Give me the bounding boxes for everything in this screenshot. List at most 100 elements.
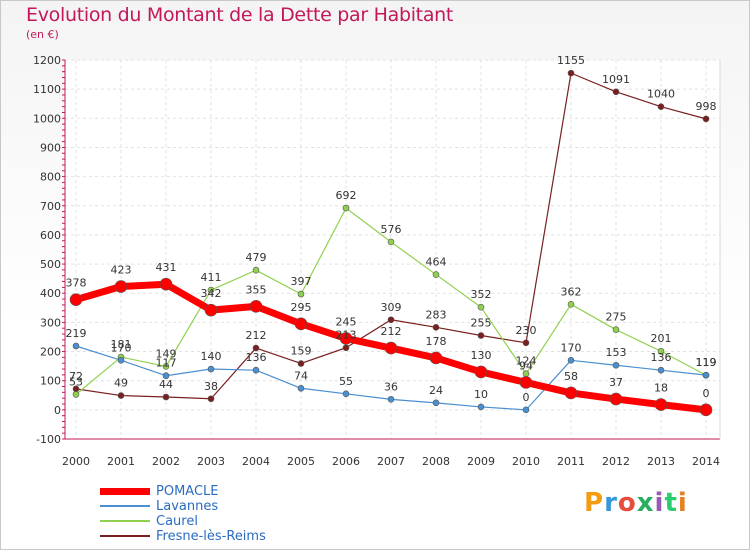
- data-point-pomacle: [114, 280, 128, 293]
- data-label-caurel: 464: [426, 256, 447, 269]
- data-label-caurel: 119: [696, 356, 717, 369]
- data-point-fresne-les-reims: [387, 316, 395, 324]
- data-label-fresne-les-reims: 998: [696, 100, 717, 113]
- data-point-lavannes: [432, 399, 440, 407]
- data-label-caurel: 149: [156, 347, 177, 360]
- data-point-fresne-les-reims: [567, 69, 575, 77]
- y-tick-label: 900: [40, 141, 61, 154]
- data-point-pomacle: [564, 386, 578, 400]
- data-label-pomacle: 18: [654, 382, 668, 395]
- x-tick-label: 2004: [242, 455, 270, 468]
- data-point-pomacle: [429, 351, 443, 365]
- data-point-pomacle: [609, 392, 623, 406]
- data-label-caurel: 124: [516, 355, 537, 368]
- data-point-caurel: [252, 266, 260, 274]
- x-tick-label: 2002: [152, 455, 180, 468]
- data-label-lavannes: 10: [474, 388, 488, 401]
- data-point-caurel: [567, 301, 575, 308]
- logo-letter: o: [617, 488, 637, 518]
- data-label-lavannes: 55: [339, 375, 353, 388]
- data-label-pomacle: 0: [703, 387, 710, 400]
- x-tick-label: 2000: [62, 455, 90, 468]
- legend-label-caurel: Caurel: [156, 514, 198, 529]
- data-label-pomacle: 355: [246, 283, 267, 296]
- data-point-lavannes: [342, 390, 350, 398]
- data-point-lavannes: [117, 356, 125, 364]
- y-tick-label: 1200: [33, 54, 61, 67]
- data-point-lavannes: [657, 366, 665, 374]
- legend-swatch-caurel: [100, 520, 150, 522]
- data-point-pomacle: [339, 332, 353, 345]
- x-tick-label: 2010: [512, 455, 540, 468]
- data-label-pomacle: 37: [609, 376, 623, 389]
- data-label-pomacle: 295: [291, 301, 312, 314]
- x-tick-label: 2005: [287, 455, 315, 468]
- x-tick-label: 2014: [692, 455, 720, 468]
- data-point-lavannes: [702, 371, 710, 379]
- data-point-fresne-les-reims: [342, 344, 350, 352]
- data-label-lavannes: 24: [429, 384, 443, 397]
- data-point-caurel: [342, 204, 350, 212]
- x-tick-label: 2008: [422, 455, 450, 468]
- data-label-caurel: 479: [246, 251, 267, 264]
- data-label-caurel: 411: [201, 271, 222, 284]
- data-point-pomacle: [384, 341, 398, 355]
- data-label-lavannes: 119: [696, 356, 717, 369]
- data-point-caurel: [612, 326, 620, 333]
- legend-swatch-fresne-les-reims: [100, 535, 150, 537]
- data-point-caurel: [297, 290, 305, 298]
- y-tick-label: 300: [40, 316, 61, 329]
- data-label-fresne-les-reims: 38: [204, 380, 218, 393]
- proxiti-logo: Proxiti: [584, 488, 688, 518]
- data-point-pomacle: [204, 303, 218, 317]
- data-label-lavannes: 136: [246, 351, 267, 364]
- data-point-lavannes: [522, 406, 530, 414]
- data-point-lavannes: [252, 366, 260, 374]
- data-point-lavannes: [72, 342, 80, 350]
- data-point-caurel: [657, 347, 665, 355]
- data-label-lavannes: 0: [523, 391, 530, 404]
- legend-swatch-pomacle: [100, 488, 150, 495]
- data-label-fresne-les-reims: 212: [246, 329, 267, 342]
- data-point-caurel: [72, 391, 80, 398]
- data-label-fresne-les-reims: 49: [114, 377, 128, 390]
- data-label-pomacle: 130: [471, 349, 492, 362]
- x-tick-label: 2009: [467, 455, 495, 468]
- data-label-pomacle: 423: [111, 264, 132, 277]
- data-point-pomacle: [159, 277, 173, 291]
- chart-title: Evolution du Montant de la Dette par Hab…: [26, 4, 454, 26]
- y-tick-label: 1100: [33, 83, 61, 96]
- logo-letter: x: [636, 488, 655, 518]
- data-label-lavannes: 117: [156, 357, 177, 370]
- logo-letter: r: [604, 488, 618, 518]
- data-label-fresne-les-reims: 255: [471, 317, 492, 330]
- logo-letter: t: [664, 488, 678, 518]
- logo-letter: i: [654, 488, 665, 518]
- data-label-fresne-les-reims: 159: [291, 344, 312, 357]
- data-point-fresne-les-reims: [297, 360, 305, 367]
- data-label-pomacle: 58: [564, 370, 578, 383]
- data-label-fresne-les-reims: 213: [336, 329, 357, 342]
- data-label-caurel: 53: [69, 375, 83, 388]
- data-point-fresne-les-reims: [477, 332, 485, 339]
- data-label-fresne-les-reims: 1091: [602, 73, 630, 86]
- x-tick-label: 2003: [197, 455, 225, 468]
- data-point-pomacle: [249, 300, 263, 313]
- y-tick-label: 400: [40, 287, 61, 300]
- data-point-lavannes: [162, 372, 170, 380]
- data-label-pomacle: 431: [156, 261, 177, 274]
- logo-letter: P: [584, 488, 605, 518]
- x-tick-label: 2006: [332, 455, 360, 468]
- data-point-pomacle: [474, 365, 488, 379]
- data-point-lavannes: [297, 384, 305, 392]
- data-label-pomacle: 245: [336, 315, 357, 328]
- data-label-caurel: 362: [561, 285, 582, 298]
- data-label-pomacle: 378: [66, 277, 87, 290]
- data-point-lavannes: [612, 361, 620, 369]
- data-label-pomacle: 342: [201, 287, 222, 300]
- y-tick-label: 100: [40, 375, 61, 388]
- data-point-fresne-les-reims: [207, 395, 215, 403]
- legend-label-fresne-les-reims: Fresne-lès-Reims: [156, 529, 266, 544]
- legend-label-pomacle: POMACLE: [156, 484, 219, 499]
